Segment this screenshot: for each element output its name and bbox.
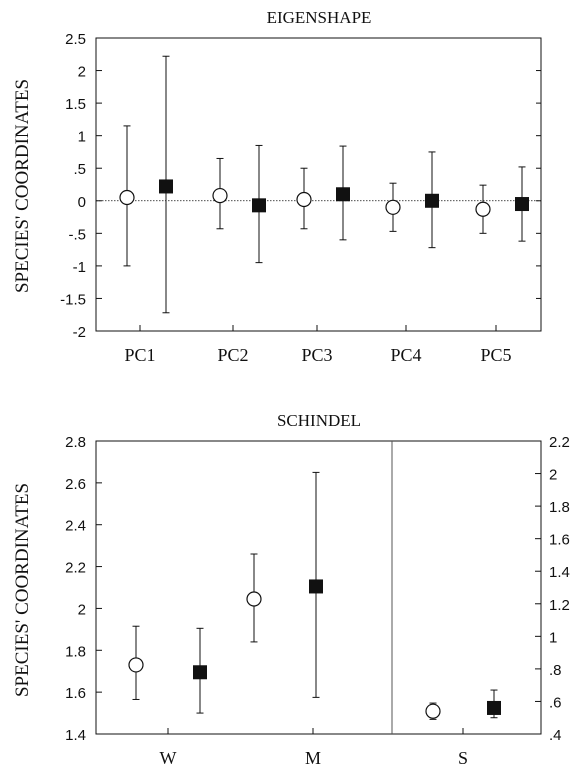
eigenshape-y-tick-label--1-5: -1.5 xyxy=(60,291,86,308)
eigenshape-y-tick-label--1: -1 xyxy=(73,259,86,276)
schindel-y-tick-label-2: 2 xyxy=(78,601,86,618)
schindel-y2-tick-label-1-6: 1.6 xyxy=(549,532,570,549)
schindel-y-axis-label: SPECIES' COORDINATES xyxy=(12,483,33,697)
eigenshape-pc5-open-circle-circle-marker xyxy=(475,201,491,217)
schindel-right-y-ticks: 2.221.81.61.41.21.8.6.4 xyxy=(535,434,570,744)
schindel-y-tick-label-2-6: 2.6 xyxy=(65,476,86,493)
eigenshape-y-tick-label-1-5: 1.5 xyxy=(65,96,86,113)
schindel-y-tick-label-1-4: 1.4 xyxy=(65,727,86,744)
schindel-m-open-circle-circle-marker xyxy=(246,591,262,607)
schindel-y-tick-label-1-6: 1.6 xyxy=(65,685,86,702)
eigenshape-x-labels: PC1 PC2 PC3 PC4 PC5 xyxy=(124,325,512,365)
eigenshape-pc5-filled-square-square-marker xyxy=(515,197,529,212)
schindel-title: SCHINDEL xyxy=(277,411,361,430)
eigenshape-y-tick-label-2: 2 xyxy=(78,64,86,81)
schindel-y2-tick-label--4: .4 xyxy=(549,727,562,744)
eigenshape-title: EIGENSHAPE xyxy=(267,8,372,27)
schindel-y2-tick-label-1: 1 xyxy=(549,629,557,646)
schindel-y-tick-label-2-8: 2.8 xyxy=(65,434,86,451)
eigenshape-pc2-open-circle-circle-marker xyxy=(212,187,228,204)
schindel-s-open-circle-circle-marker xyxy=(425,703,441,719)
schindel-y2-tick-label-1-2: 1.2 xyxy=(549,597,570,614)
eigenshape-pc1-filled-square-square-marker xyxy=(159,179,173,194)
eigenshape-pc4-filled-square-square-marker xyxy=(425,193,439,208)
eigenshape-pc2-filled-square-square-marker xyxy=(252,198,266,213)
eigenshape-y-tick-label-0: 0 xyxy=(78,194,86,211)
schindel-w-open-circle-circle-marker xyxy=(128,657,144,673)
eigenshape-y-axis-label: SPECIES' COORDINATES xyxy=(12,79,33,293)
schindel-y2-tick-label-1-4: 1.4 xyxy=(549,564,570,581)
schindel-y2-tick-label-1-8: 1.8 xyxy=(549,499,570,516)
eigenshape-plot-frame xyxy=(95,37,542,332)
eigenshape-pc3-open-circle-circle-marker xyxy=(296,191,312,208)
eigenshape-x-label-pc5: PC5 xyxy=(480,345,511,365)
eigenshape-pc4-open-circle-circle-marker xyxy=(385,199,401,215)
schindel-w-filled-square-square-marker xyxy=(193,665,207,680)
eigenshape-y-tick-label--2: -2 xyxy=(73,324,86,341)
eigenshape-y-tick-label--5: -.5 xyxy=(68,226,86,243)
schindel-s-filled-square-square-marker xyxy=(487,700,501,715)
schindel-y-tick-label-2-2: 2.2 xyxy=(65,560,86,577)
schindel-marks xyxy=(128,471,501,720)
schindel-x-label-m: M xyxy=(305,748,321,768)
schindel-y-ticks: 2.8 2.6 2.4 2.2 2 1.8 1.6 1.4 xyxy=(65,434,102,744)
schindel-x-label-w: W xyxy=(160,748,177,768)
schindel-y-tick-label-1-8: 1.8 xyxy=(65,643,86,660)
schindel-y2-tick-label--8: .8 xyxy=(549,662,562,679)
eigenshape-marks xyxy=(119,55,529,314)
schindel-y-tick-label-2-4: 2.4 xyxy=(65,518,86,535)
eigenshape-pc1-open-circle-circle-marker xyxy=(119,189,135,206)
schindel-m-filled-square-square-marker xyxy=(309,579,323,594)
eigenshape-x-label-pc3: PC3 xyxy=(301,345,332,365)
schindel-x-label-s: S xyxy=(458,748,468,768)
eigenshape-x-label-pc4: PC4 xyxy=(390,345,421,365)
schindel-plot-frame xyxy=(95,440,542,735)
schindel-panel: SCHINDEL SPECIES' COORDINATES 2.82.62.42… xyxy=(12,411,570,768)
eigenshape-y-ticks: 2.521.51.50-.5-1-1.5-2 xyxy=(60,31,541,341)
eigenshape-y-tick-label-1: 1 xyxy=(78,129,86,146)
eigenshape-y-tick-label-2-5: 2.5 xyxy=(65,31,86,48)
eigenshape-x-label-pc2: PC2 xyxy=(217,345,248,365)
schindel-y2-tick-label--6: .6 xyxy=(549,694,562,711)
eigenshape-y-tick-label--5: .5 xyxy=(73,161,86,178)
schindel-y2-tick-label-2: 2 xyxy=(549,467,557,484)
schindel-y2-tick-label-2-2: 2.2 xyxy=(549,434,570,451)
eigenshape-panel: EIGENSHAPE SPECIES' COORDINATES 2.521.51… xyxy=(12,8,542,365)
eigenshape-pc3-filled-square-square-marker xyxy=(336,187,350,202)
eigenshape-x-label-pc1: PC1 xyxy=(124,345,155,365)
